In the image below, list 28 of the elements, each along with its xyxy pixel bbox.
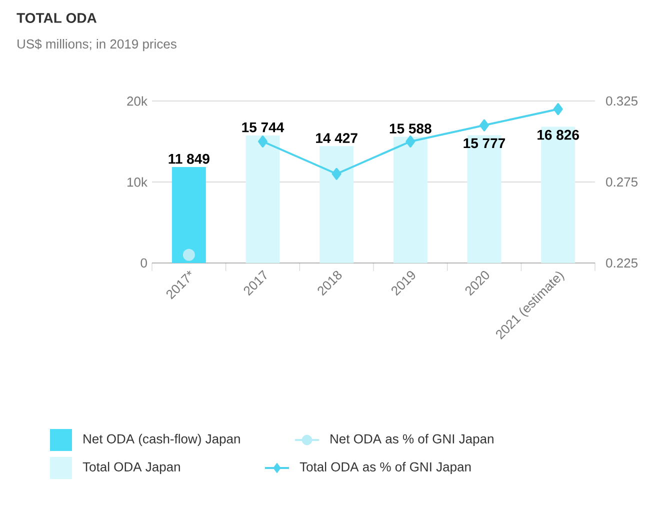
- chart-title: TOTAL ODA: [16, 13, 97, 23]
- point: [480, 119, 489, 132]
- point: [553, 103, 563, 116]
- legend-label: Total ODA as % of GNI Japan: [300, 462, 471, 474]
- chart-subtitle: US$ millions; in 2019 prices: [18, 38, 176, 52]
- point: [406, 135, 416, 148]
- point: [332, 168, 342, 180]
- bar: [246, 135, 280, 263]
- y2-tick-label: 0.225: [606, 258, 638, 268]
- data-label: 15 744: [242, 122, 284, 132]
- data-label: 15 777: [464, 138, 506, 148]
- legend-label: Net ODA as % of GNI Japan: [330, 434, 494, 446]
- y2-tick-label: 0.275: [606, 177, 638, 187]
- legend-label: Total ODA Japan: [82, 462, 180, 474]
- data-label: 16 826: [538, 130, 579, 140]
- point: [182, 248, 195, 261]
- y2-tick-label: 0.325: [606, 96, 638, 106]
- data-label: 11 849: [168, 154, 210, 164]
- data-label: 15 588: [390, 124, 432, 134]
- point: [258, 135, 268, 148]
- legend-label: Net ODA (cash-flow) Japan: [84, 434, 240, 446]
- y-tick-label: 20k: [127, 96, 148, 106]
- y-tick-label: 0: [140, 258, 147, 268]
- bar: [393, 136, 428, 263]
- data-label: 14 427: [316, 133, 358, 143]
- y-tick-label: 10k: [128, 177, 148, 187]
- bar: [172, 167, 206, 263]
- bar: [320, 146, 354, 263]
